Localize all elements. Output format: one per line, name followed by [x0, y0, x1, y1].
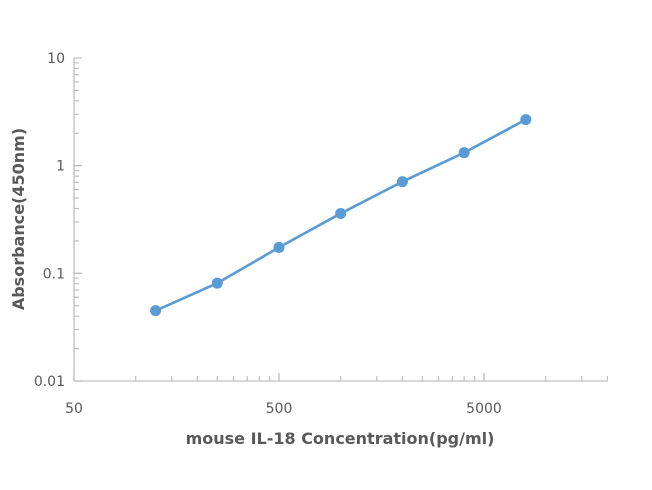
data-point-marker [335, 207, 347, 219]
data-point-marker [458, 147, 470, 159]
y-axis [73, 57, 82, 382]
x-tick-label: 50 [65, 401, 83, 417]
y-tick-label: 10 [47, 51, 65, 67]
data-point-marker [150, 305, 162, 317]
y-tick-label: 0.01 [34, 374, 65, 390]
data-series [150, 114, 532, 317]
data-point-marker [520, 114, 532, 126]
y-tick-label: 1 [56, 159, 65, 175]
y-axis-title: Absorbance(450nm) [9, 128, 28, 310]
data-point-marker [211, 277, 223, 289]
y-tick-label: 0.1 [43, 266, 65, 282]
y-tick-labels: 10 1 0.1 0.01 [34, 51, 65, 390]
x-tick-label: 500 [266, 401, 293, 417]
data-point-marker [273, 241, 285, 253]
data-point-marker [396, 176, 408, 188]
x-axis [73, 373, 609, 382]
x-tick-labels: 50 500 5000 [65, 401, 502, 417]
x-axis-title: mouse IL-18 Concentration(pg/ml) [186, 429, 495, 448]
x-tick-label: 5000 [466, 401, 502, 417]
